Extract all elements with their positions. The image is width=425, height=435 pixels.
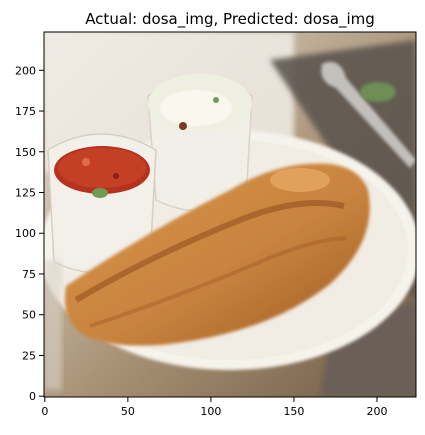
y-tick-label: 0 [29, 390, 36, 403]
chart-title: Actual: dosa_img, Predicted: dosa_img [85, 10, 375, 29]
y-tick-label: 50 [22, 309, 36, 322]
x-tick-label: 100 [200, 405, 221, 418]
y-tick-label: 75 [22, 268, 36, 281]
y-tick-label: 25 [22, 349, 36, 362]
x-axis-ticks: 0 50 100 150 200 [41, 397, 387, 418]
axes-frame [43, 31, 417, 398]
y-tick-label: 175 [15, 105, 36, 118]
x-tick-label: 0 [41, 405, 48, 418]
y-axis-ticks: 0 25 50 75 100 125 150 175 200 [15, 64, 44, 403]
x-tick-label: 150 [283, 405, 304, 418]
spoon [321, 61, 416, 168]
x-tick-label: 50 [121, 405, 135, 418]
x-tick-label: 200 [366, 405, 387, 418]
dosa [64, 163, 370, 346]
dosa-photo [44, 32, 416, 397]
y-tick-label: 100 [15, 227, 36, 240]
y-tick-label: 200 [15, 64, 36, 77]
y-tick-label: 150 [15, 146, 36, 159]
y-tick-label: 125 [15, 187, 36, 200]
leaf [360, 82, 396, 102]
